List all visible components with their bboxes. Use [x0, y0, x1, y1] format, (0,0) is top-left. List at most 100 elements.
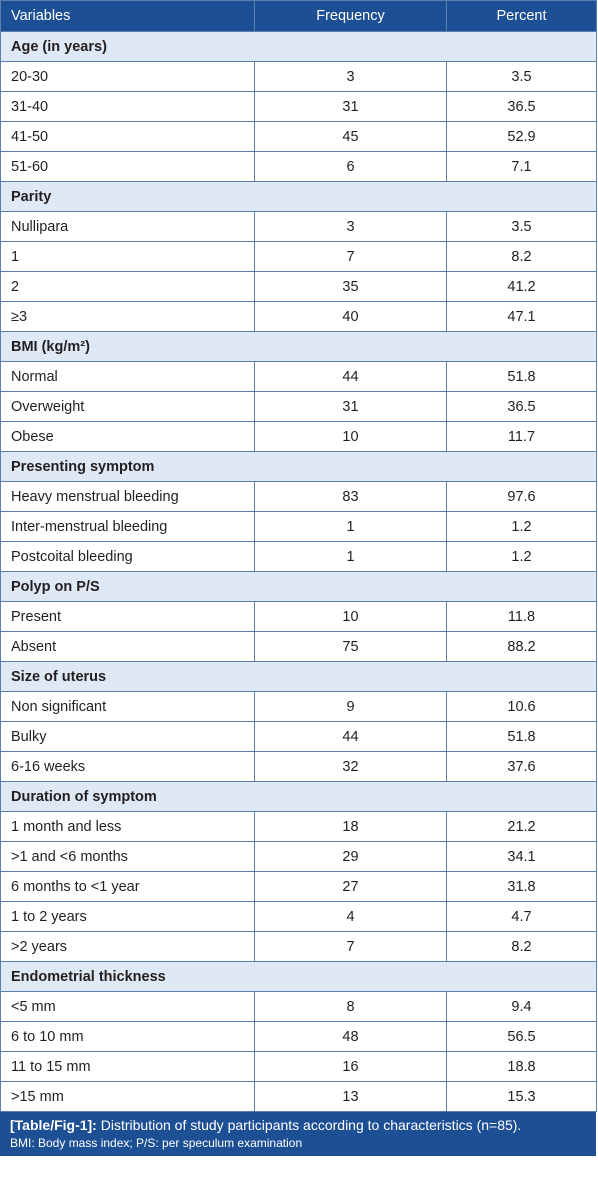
- table-row: 51-60 6 7.1: [0, 151, 597, 182]
- cell-percent: 8.2: [446, 241, 597, 272]
- cell-percent: 3.5: [446, 211, 597, 242]
- header-variables: Variables: [0, 0, 255, 32]
- cell-frequency: 10: [254, 421, 447, 452]
- cell-percent: 9.4: [446, 991, 597, 1022]
- table-row: Postcoital bleeding 1 1.2: [0, 541, 597, 572]
- cell-percent: 11.7: [446, 421, 597, 452]
- cell-label: 6-16 weeks: [0, 751, 255, 782]
- cell-frequency: 1: [254, 511, 447, 542]
- cell-label: Inter-menstrual bleeding: [0, 511, 255, 542]
- section-title: BMI (kg/m²): [0, 331, 597, 362]
- cell-frequency: 27: [254, 871, 447, 902]
- cell-frequency: 3: [254, 61, 447, 92]
- table-figure: Variables Frequency Percent Age (in year…: [0, 0, 597, 1156]
- table-row: Present 10 11.8: [0, 601, 597, 632]
- cell-frequency: 29: [254, 841, 447, 872]
- cell-percent: 52.9: [446, 121, 597, 152]
- section-title: Duration of symptom: [0, 781, 597, 812]
- cell-label: >1 and <6 months: [0, 841, 255, 872]
- caption-text: Distribution of study participants accor…: [100, 1117, 522, 1133]
- cell-percent: 41.2: [446, 271, 597, 302]
- cell-label: >2 years: [0, 931, 255, 962]
- cell-label: >15 mm: [0, 1081, 255, 1112]
- cell-label: 11 to 15 mm: [0, 1051, 255, 1082]
- table-row: 31-40 31 36.5: [0, 91, 597, 122]
- cell-frequency: 31: [254, 91, 447, 122]
- cell-percent: 8.2: [446, 931, 597, 962]
- table-row: 1 month and less 18 21.2: [0, 811, 597, 842]
- cell-label: 1: [0, 241, 255, 272]
- cell-label: 1 month and less: [0, 811, 255, 842]
- cell-frequency: 44: [254, 361, 447, 392]
- table-row: Nullipara 3 3.5: [0, 211, 597, 242]
- table-row: Overweight 31 36.5: [0, 391, 597, 422]
- cell-frequency: 40: [254, 301, 447, 332]
- table-row: Obese 10 11.7: [0, 421, 597, 452]
- table-row: 6 months to <1 year 27 31.8: [0, 871, 597, 902]
- table-row: Inter-menstrual bleeding 1 1.2: [0, 511, 597, 542]
- cell-frequency: 32: [254, 751, 447, 782]
- cell-frequency: 8: [254, 991, 447, 1022]
- table-row: Heavy menstrual bleeding 83 97.6: [0, 481, 597, 512]
- cell-frequency: 6: [254, 151, 447, 182]
- caption-footnote: BMI: Body mass index; P/S: per speculum …: [10, 1136, 303, 1150]
- cell-frequency: 9: [254, 691, 447, 722]
- cell-label: <5 mm: [0, 991, 255, 1022]
- cell-percent: 10.6: [446, 691, 597, 722]
- cell-label: Non significant: [0, 691, 255, 722]
- table-row: 20-30 3 3.5: [0, 61, 597, 92]
- cell-percent: 31.8: [446, 871, 597, 902]
- table-caption: [Table/Fig-1]: Distribution of study par…: [0, 1112, 596, 1156]
- cell-frequency: 7: [254, 241, 447, 272]
- cell-label: Normal: [0, 361, 255, 392]
- cell-percent: 97.6: [446, 481, 597, 512]
- section-title: Presenting symptom: [0, 451, 597, 482]
- section-row: Polyp on P/S: [0, 571, 597, 602]
- table-row: Non significant 9 10.6: [0, 691, 597, 722]
- table-row: 1 to 2 years 4 4.7: [0, 901, 597, 932]
- cell-percent: 47.1: [446, 301, 597, 332]
- cell-percent: 15.3: [446, 1081, 597, 1112]
- table-row: 2 35 41.2: [0, 271, 597, 302]
- cell-frequency: 1: [254, 541, 447, 572]
- section-title: Age (in years): [0, 31, 597, 62]
- cell-percent: 51.8: [446, 361, 597, 392]
- cell-frequency: 35: [254, 271, 447, 302]
- table-row: 41-50 45 52.9: [0, 121, 597, 152]
- table-row: Absent 75 88.2: [0, 631, 597, 662]
- caption-label: [Table/Fig-1]:: [10, 1117, 97, 1133]
- cell-label: 6 to 10 mm: [0, 1021, 255, 1052]
- table-row: >1 and <6 months 29 34.1: [0, 841, 597, 872]
- cell-label: Absent: [0, 631, 255, 662]
- cell-percent: 1.2: [446, 541, 597, 572]
- cell-label: Nullipara: [0, 211, 255, 242]
- table-row: 11 to 15 mm 16 18.8: [0, 1051, 597, 1082]
- section-title: Endometrial thickness: [0, 961, 597, 992]
- section-row: Duration of symptom: [0, 781, 597, 812]
- cell-percent: 3.5: [446, 61, 597, 92]
- cell-percent: 36.5: [446, 391, 597, 422]
- cell-label: 31-40: [0, 91, 255, 122]
- cell-frequency: 45: [254, 121, 447, 152]
- characteristics-table: Variables Frequency Percent Age (in year…: [0, 0, 597, 1112]
- cell-label: 1 to 2 years: [0, 901, 255, 932]
- cell-label: Present: [0, 601, 255, 632]
- cell-percent: 37.6: [446, 751, 597, 782]
- cell-frequency: 44: [254, 721, 447, 752]
- cell-label: 41-50: [0, 121, 255, 152]
- cell-label: Overweight: [0, 391, 255, 422]
- cell-frequency: 4: [254, 901, 447, 932]
- cell-frequency: 3: [254, 211, 447, 242]
- cell-frequency: 10: [254, 601, 447, 632]
- caption-line: [Table/Fig-1]: Distribution of study par…: [10, 1117, 588, 1133]
- cell-frequency: 18: [254, 811, 447, 842]
- table-row: 1 7 8.2: [0, 241, 597, 272]
- table-row: Bulky 44 51.8: [0, 721, 597, 752]
- cell-label: 20-30: [0, 61, 255, 92]
- cell-percent: 88.2: [446, 631, 597, 662]
- cell-percent: 4.7: [446, 901, 597, 932]
- header-frequency: Frequency: [254, 0, 447, 32]
- section-title: Polyp on P/S: [0, 571, 597, 602]
- cell-frequency: 7: [254, 931, 447, 962]
- cell-label: 6 months to <1 year: [0, 871, 255, 902]
